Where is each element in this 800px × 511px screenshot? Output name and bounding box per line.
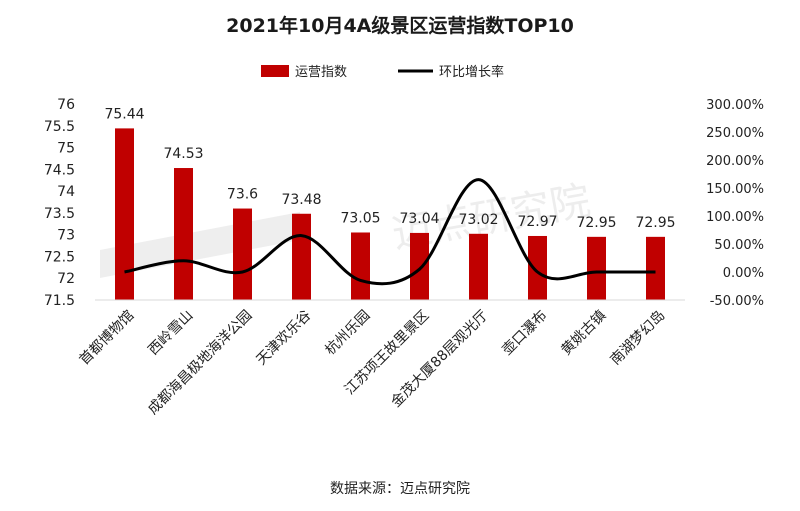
right-tick-label: 300.00% [706, 98, 764, 113]
data-label: 73.02 [458, 212, 498, 228]
data-label: 73.6 [227, 187, 258, 203]
data-label: 72.95 [576, 215, 616, 231]
right-tick-label: 50.00% [714, 238, 764, 253]
left-tick-label: 72 [57, 271, 75, 287]
right-tick-label: 200.00% [706, 154, 764, 169]
legend-label-bar: 运营指数 [295, 65, 347, 80]
left-axis: 71.5 72 72.5 73 73.5 74 74.5 75 75.5 76 [44, 97, 75, 309]
legend: 运营指数 环比增长率 [261, 64, 504, 80]
category-label: 天津欢乐谷 [254, 308, 315, 369]
bar [174, 168, 193, 300]
category-label: 金茂大厦88层观光厅 [388, 307, 492, 411]
data-label: 74.53 [163, 146, 203, 162]
chart-title: 2021年10月4A级景区运营指数TOP10 [226, 14, 574, 37]
bar [587, 236, 606, 300]
legend-label-line: 环比增长率 [439, 64, 504, 80]
data-label: 72.95 [635, 215, 675, 231]
category-label: 壶口瀑布 [499, 308, 550, 359]
category-label: 南湖梦幻岛 [608, 308, 669, 369]
left-tick-label: 74 [57, 184, 75, 200]
category-label: 成都海昌极地海洋公园 [145, 308, 255, 418]
left-tick-label: 73.5 [44, 206, 75, 222]
right-axis: -50.00% 0.00% 50.00% 100.00% 150.00% 200.00% 2… [706, 98, 764, 309]
bar [292, 213, 311, 300]
right-tick-label: -50.00% [710, 294, 764, 309]
data-label: 73.05 [340, 210, 380, 226]
bar [410, 232, 429, 300]
right-tick-label: 100.00% [706, 210, 764, 225]
left-tick-label: 75.5 [44, 119, 75, 135]
data-label: 73.48 [281, 192, 321, 208]
category-label: 首都博物馆 [76, 307, 138, 369]
category-label: 杭州乐园 [322, 308, 373, 359]
category-label: 西岭雪山 [145, 308, 196, 359]
left-tick-label: 72.5 [44, 249, 75, 265]
right-tick-label: 150.00% [706, 182, 764, 197]
bar [351, 232, 370, 300]
left-tick-label: 71.5 [44, 293, 75, 309]
data-label: 72.97 [517, 214, 557, 230]
left-tick-label: 73 [57, 228, 75, 244]
bar [469, 233, 488, 300]
bar [646, 236, 665, 300]
source-note: 数据来源：迈点研究院 [330, 481, 470, 497]
bar-series [115, 128, 665, 300]
data-label: 75.44 [104, 106, 144, 122]
data-label: 73.04 [399, 211, 439, 227]
bar [233, 208, 252, 300]
legend-swatch-bar [261, 65, 289, 77]
left-tick-label: 76 [57, 97, 75, 113]
bar [115, 128, 134, 300]
line-series [124, 178, 656, 286]
bar [528, 235, 547, 300]
data-labels: 75.44 74.53 73.6 73.48 73.05 73.04 73.02 72.97 7… [104, 106, 675, 230]
left-tick-label: 74.5 [44, 162, 75, 178]
left-tick-label: 75 [57, 141, 75, 157]
right-tick-label: 250.00% [706, 126, 764, 141]
category-label: 黄姚古镇 [558, 307, 610, 359]
growth-rate-line [124, 178, 656, 286]
right-tick-label: 0.00% [723, 266, 764, 281]
